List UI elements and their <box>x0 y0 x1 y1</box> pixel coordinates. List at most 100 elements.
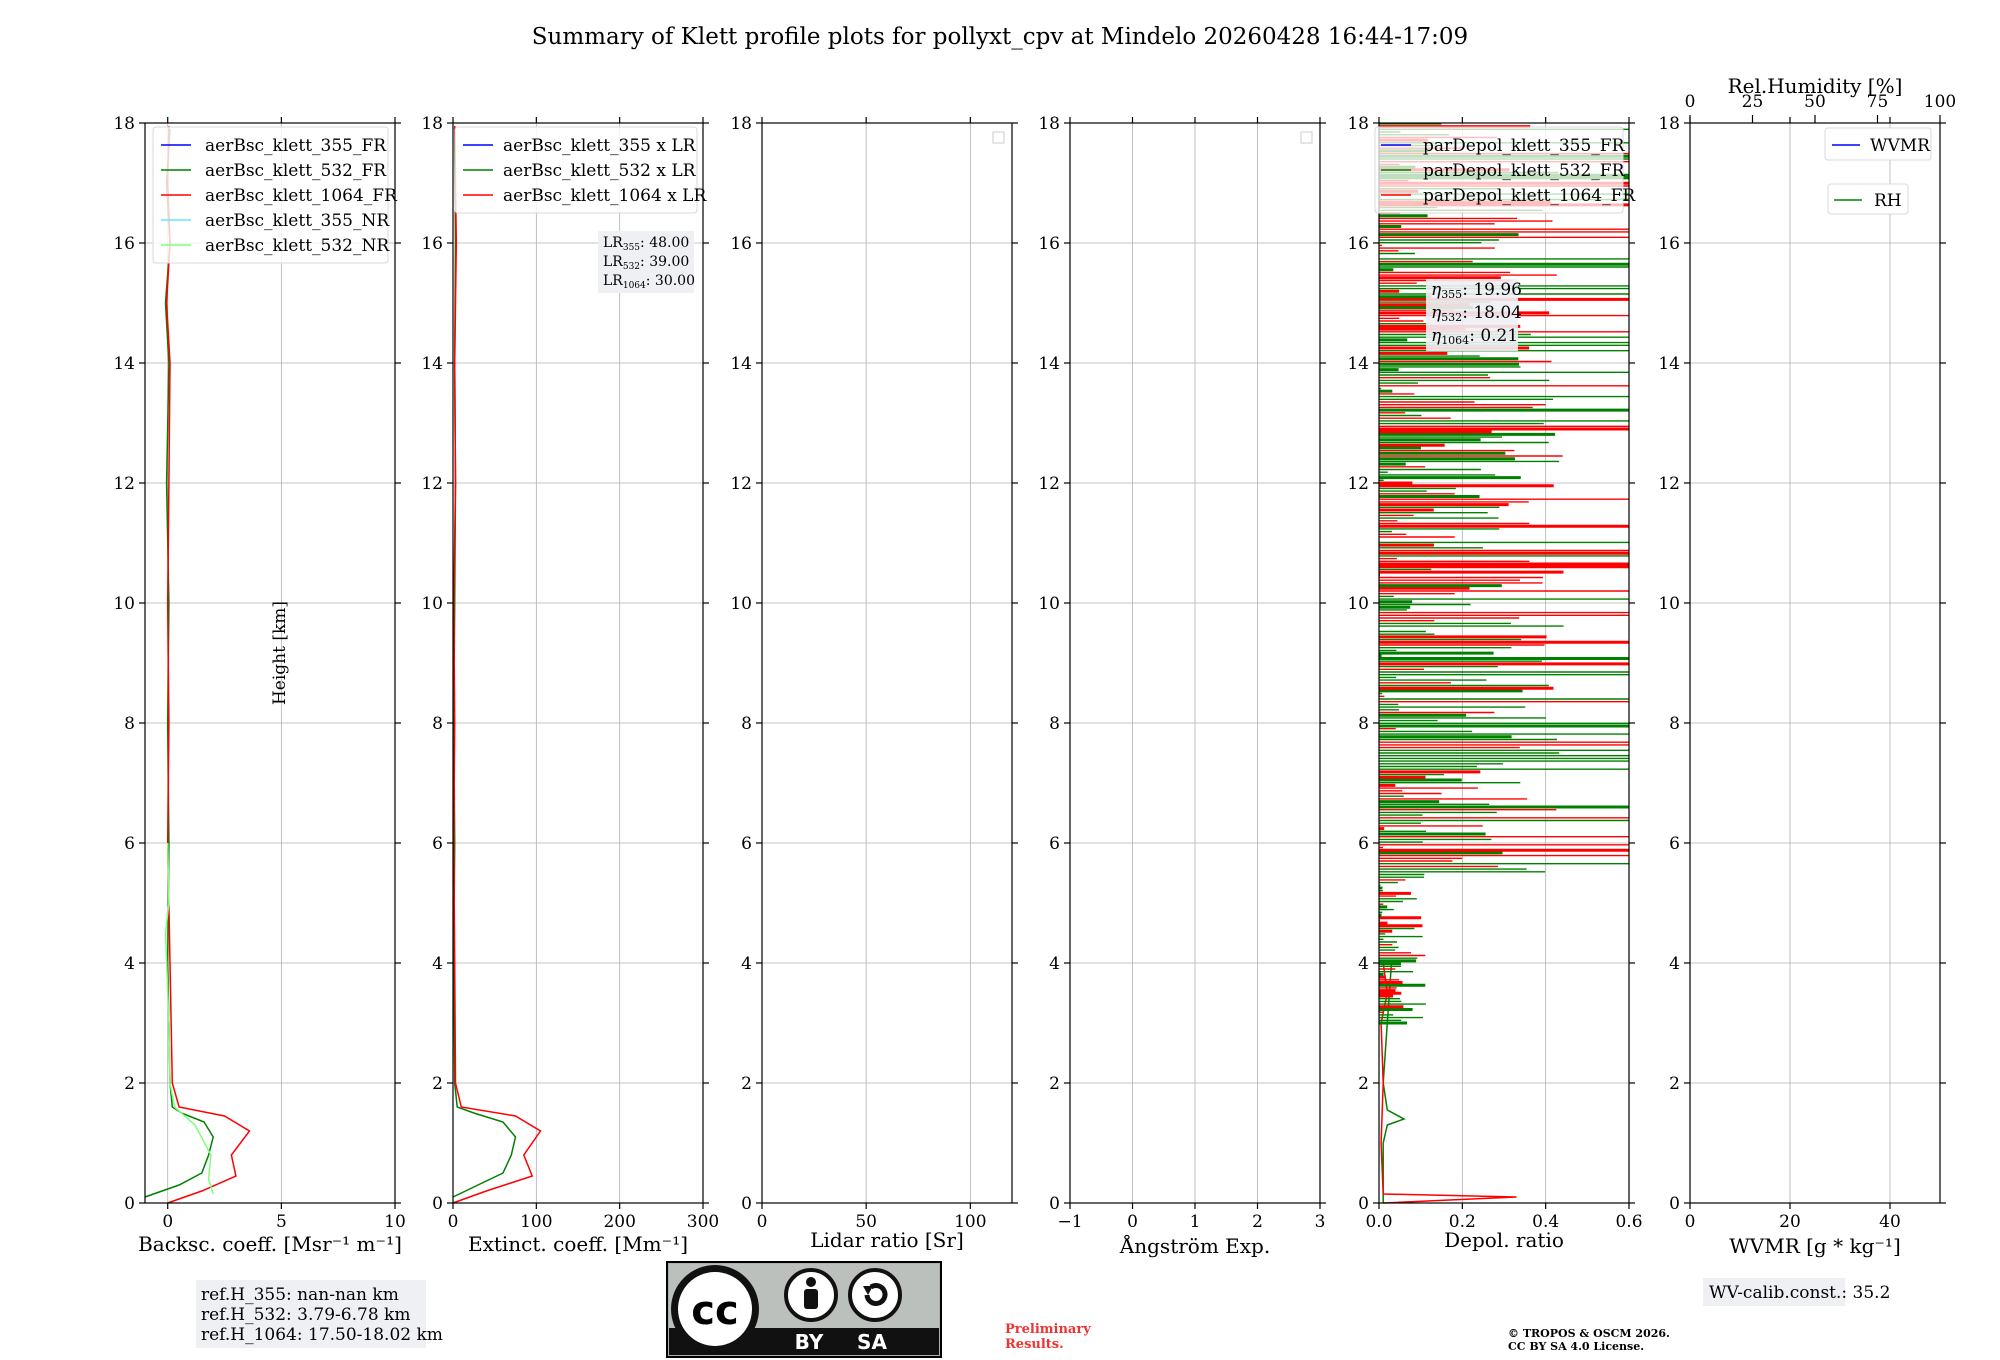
x-tick-label: 5 <box>276 1212 287 1232</box>
depol-panel: 0 2 4 6 8 10 12 14 16 18 0.0 0.2 0.4 0.6 Depol. ratio… <box>1347 114 1642 1252</box>
depol-legend-532: parDepol_klett_532_FR <box>1423 161 1626 181</box>
x-tick-label: 300 <box>687 1212 719 1232</box>
y-tick-label: 4 <box>1049 954 1060 974</box>
rh-tick-label: 0 <box>1685 92 1696 112</box>
ref-height-532: ref.H_532: 3.79-6.78 km <box>201 1305 410 1325</box>
y-tick-label: 4 <box>1669 954 1680 974</box>
y-tick-label: 8 <box>432 714 443 734</box>
backscatter-legend-532-fr: aerBsc_klett_532_FR <box>205 161 387 181</box>
y-tick-label: 2 <box>432 1074 443 1094</box>
x-tick-label: 10 <box>384 1212 406 1232</box>
extinction-frame <box>452 122 704 1204</box>
ref-height-1064: ref.H_1064: 17.50-18.02 km <box>201 1325 443 1345</box>
y-tick-label: 4 <box>432 954 443 974</box>
y-tick-label: 0 <box>432 1194 443 1214</box>
y-tick-label: 10 <box>730 594 752 614</box>
cc-sa-label: SA <box>857 1330 887 1354</box>
x-tick-label: 0 <box>1127 1212 1138 1232</box>
wvmr-grid <box>1689 122 1940 1204</box>
lr-note-532: LR532: 39.00 <box>603 254 689 272</box>
y-tick-label: 16 <box>1658 234 1680 254</box>
y-tick-label: 14 <box>730 354 752 374</box>
sa-share-icon <box>848 1268 902 1322</box>
rh-legend: RH <box>1827 183 1909 215</box>
y-tick-label: 18 <box>1347 114 1369 134</box>
y-tick-label: 14 <box>1658 354 1680 374</box>
rh-tick-label: 25 <box>1742 92 1764 112</box>
rh-tick-label: 50 <box>1804 92 1826 112</box>
depol-frame <box>1378 122 1630 1204</box>
lidar-ratio-frame <box>761 122 1013 1204</box>
y-tick-label: 0 <box>1049 1194 1060 1214</box>
y-tick-label: 6 <box>432 834 443 854</box>
lidar-ratio-panel: 0 2 4 6 8 10 12 14 16 18 0 50 100 Lidar ratio [Sr] <box>730 114 1018 1252</box>
x-tick-label: 0.0 <box>1365 1212 1392 1232</box>
extinction-panel: 0 2 4 6 8 10 12 14 16 18 0 100 200 300 Extinct. coeff… <box>421 114 719 1256</box>
x-tick-label: 100 <box>520 1212 552 1232</box>
rh-tick-label: 75 <box>1867 92 1889 112</box>
backscatter-legend-355-fr: aerBsc_klett_355_FR <box>205 136 387 156</box>
series-line-aerBsc_klett_532_NR <box>164 842 214 1195</box>
y-tick-label: 8 <box>124 714 135 734</box>
lidar-ratio-grid <box>761 122 1012 1204</box>
preliminary-line-2: Results. <box>1005 1337 1064 1352</box>
backscatter-legend: aerBsc_klett_355_FR aerBsc_klett_532_FR … <box>152 126 398 264</box>
x-tick-label: 40 <box>1879 1212 1901 1232</box>
y-tick-label: 18 <box>730 114 752 134</box>
backscatter-frame <box>144 122 396 1204</box>
y-tick-label: 0 <box>741 1194 752 1214</box>
y-tick-label: 2 <box>1669 1074 1680 1094</box>
depol-ticks: 0 2 4 6 8 10 12 14 16 18 0.0 0.2 0.4 0.6 <box>1347 114 1642 1232</box>
x-tick-label: 0 <box>162 1212 173 1232</box>
y-tick-label: 8 <box>1358 714 1369 734</box>
preliminary-line-1: Preliminary <box>1005 1322 1091 1337</box>
y-tick-label: 16 <box>1038 234 1060 254</box>
y-tick-label: 12 <box>730 474 752 494</box>
angstrom-grid <box>1069 122 1321 1204</box>
y-tick-label: 10 <box>1347 594 1369 614</box>
y-tick-label: 12 <box>421 474 443 494</box>
copyright-line-1: © TROPOS & OSCM 2026. <box>1508 1327 1670 1340</box>
x-tick-label: −1 <box>1057 1212 1082 1232</box>
wvmr-xlabel: WVMR [g * kg⁻¹] <box>1729 1234 1901 1258</box>
x-tick-label: 0.4 <box>1532 1212 1559 1232</box>
y-tick-label: 2 <box>741 1074 752 1094</box>
y-tick-label: 6 <box>124 834 135 854</box>
y-axis-label: Height [km] <box>270 601 290 705</box>
wvmr-frame <box>1689 122 1941 1204</box>
backscatter-legend-355-nr: aerBsc_klett_355_NR <box>205 211 390 231</box>
angstrom-empty-legend <box>1300 131 1313 144</box>
lidar-ratio-ticks: 0 2 4 6 8 10 12 14 16 18 0 50 100 <box>730 114 1018 1232</box>
y-tick-label: 12 <box>1658 474 1680 494</box>
rh-tick-label: 100 <box>1924 92 1956 112</box>
y-tick-label: 4 <box>1358 954 1369 974</box>
backscatter-xlabel: Backsc. coeff. [Msr⁻¹ m⁻¹] <box>138 1232 402 1256</box>
y-tick-label: 14 <box>1038 354 1060 374</box>
y-tick-label: 16 <box>113 234 135 254</box>
wvmr-ticks: 0 2 4 6 8 10 12 14 16 18 0 20 40 <box>1658 114 1946 1232</box>
backscatter-legend-532-nr: aerBsc_klett_532_NR <box>205 236 390 256</box>
x-tick-label: 2 <box>1252 1212 1263 1232</box>
x-tick-label: 3 <box>1315 1212 1326 1232</box>
y-tick-label: 18 <box>421 114 443 134</box>
y-tick-label: 10 <box>1658 594 1680 614</box>
y-tick-label: 2 <box>1049 1074 1060 1094</box>
backscatter-ticks: 0 2 4 6 8 10 12 14 16 18 0 5 10 <box>113 114 405 1232</box>
x-tick-label: 20 <box>1779 1212 1801 1232</box>
y-tick-label: 16 <box>421 234 443 254</box>
y-tick-label: 2 <box>1358 1074 1369 1094</box>
x-tick-label: 1 <box>1190 1212 1201 1232</box>
depol-legend: parDepol_klett_355_FR parDepol_klett_532… <box>1374 126 1636 214</box>
extinction-xlabel: Extinct. coeff. [Mm⁻¹] <box>468 1232 688 1256</box>
lidar-ratio-xlabel: Lidar ratio [Sr] <box>810 1228 964 1252</box>
extinction-legend-355: aerBsc_klett_355 x LR <box>503 136 697 156</box>
depol-legend-1064: parDepol_klett_1064_FR <box>1423 186 1636 206</box>
x-tick-label: 200 <box>603 1212 635 1232</box>
y-tick-label: 4 <box>741 954 752 974</box>
y-tick-label: 10 <box>113 594 135 614</box>
cc-logo-text: cc <box>691 1288 738 1334</box>
extinction-ticks: 0 2 4 6 8 10 12 14 16 18 0 100 200 300 <box>421 114 719 1232</box>
